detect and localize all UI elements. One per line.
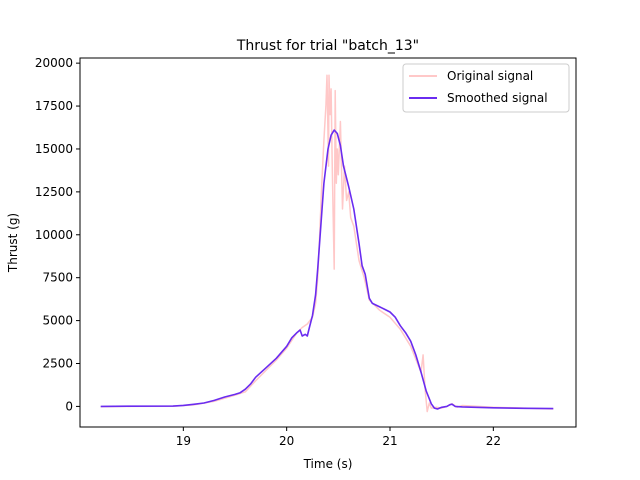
x-axis: 19 20 21 22 (176, 427, 501, 448)
y-tick-label: 10000 (35, 228, 73, 242)
y-axis-label: Thrust (g) (6, 213, 20, 273)
legend-label: Smoothed signal (447, 91, 548, 105)
plot-frame (79, 57, 577, 428)
legend-box (402, 63, 570, 113)
x-tick-label: 20 (279, 434, 294, 448)
y-tick-label: 5000 (42, 314, 73, 328)
y-axis: 0 2500 5000 7500 10000 12500 15000 17500 20000 (35, 56, 80, 413)
legend: Original signal Smoothed signal (402, 63, 570, 113)
y-tick-label: 15000 (35, 142, 73, 156)
x-axis-label: Time (s) (303, 457, 353, 471)
x-tick-label: 21 (382, 434, 397, 448)
y-tick-label: 17500 (35, 99, 73, 113)
y-tick-label: 7500 (42, 271, 73, 285)
y-tick-label: 0 (65, 399, 73, 413)
y-tick-label: 2500 (42, 356, 73, 370)
x-tick-label: 19 (176, 434, 191, 448)
x-tick-label: 22 (486, 434, 501, 448)
y-tick-label: 20000 (35, 56, 73, 70)
y-tick-label: 12500 (35, 185, 73, 199)
smoothed-signal-line (100, 129, 554, 410)
legend-label: Original signal (447, 69, 533, 83)
original-signal-line (100, 74, 554, 413)
series-layer (100, 74, 554, 413)
chart-title: Thrust for trial "batch_13" (236, 38, 419, 54)
